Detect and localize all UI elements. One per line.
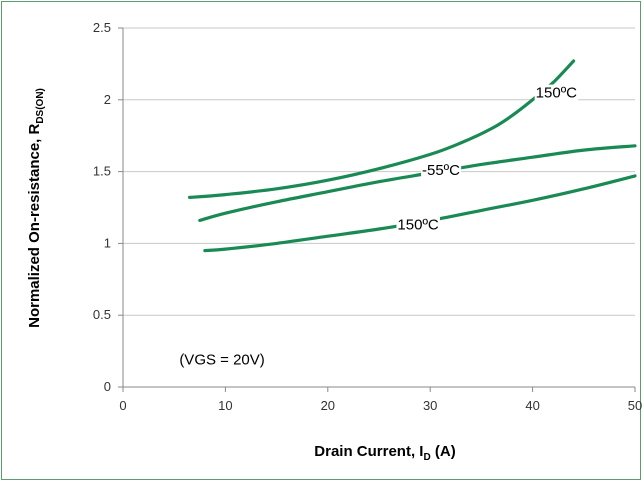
x-tick-label: 10 — [218, 398, 232, 413]
x-tick-label: 0 — [119, 398, 126, 413]
series-line-2 — [198, 144, 637, 222]
axis-layer — [118, 27, 636, 392]
annotation-background — [421, 162, 462, 180]
annotation-background — [534, 84, 579, 102]
series-line-1 — [188, 59, 576, 199]
y-axis-title: Normalized On-resistance, RDS(ON) — [26, 88, 46, 328]
y-tick-label: 1 — [104, 235, 111, 250]
x-axis-title: Drain Current, ID (A) — [314, 443, 455, 463]
y-tick-label: 1.5 — [93, 164, 111, 179]
x-tick-label: 20 — [321, 398, 335, 413]
label-layer: 0 0.5 1 1.5 2 2.5 0 10 20 30 40 50 150ºC -55ºC 150ºC (V… — [93, 20, 642, 413]
annotation-label: (VGS = 20V) — [179, 352, 264, 369]
x-tick-label: 30 — [423, 398, 437, 413]
x-tick-label: 50 — [628, 398, 642, 413]
x-tick-label: 40 — [525, 398, 539, 413]
y-tick-label: 0 — [104, 379, 111, 394]
annotation-label: -55ºC — [422, 162, 460, 179]
annotation-label: 150ºC — [536, 85, 578, 102]
y-tick-label: 2 — [104, 92, 111, 107]
annotation-label: 150ºC — [397, 217, 439, 234]
series-line-3 — [203, 174, 637, 253]
grid-layer — [123, 27, 635, 316]
y-tick-label: 0.5 — [93, 307, 111, 322]
y-tick-label: 2.5 — [93, 20, 111, 35]
annotation-background — [396, 216, 440, 234]
